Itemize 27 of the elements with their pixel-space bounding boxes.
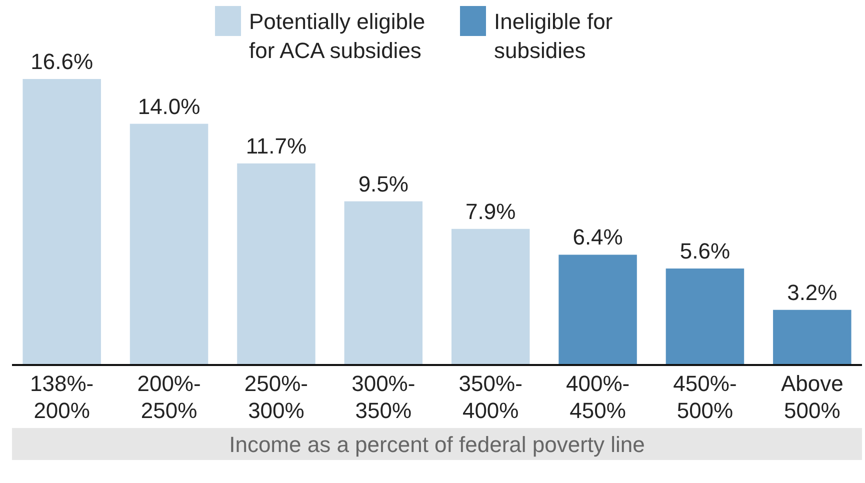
x-axis-title: Income as a percent of federal poverty line: [229, 432, 645, 457]
data-label: 7.9%: [466, 198, 516, 224]
legend-label: Ineligible for subsidies: [494, 9, 613, 63]
bar: [130, 124, 208, 365]
bar: [558, 254, 637, 365]
data-label: 6.4%: [572, 224, 623, 250]
data-label: 9.5%: [358, 171, 408, 196]
x-tick-label: 300%-350%: [352, 371, 416, 423]
x-tick-label: 450%-500%: [673, 371, 737, 423]
x-tick-label: 138%-200%: [30, 371, 94, 423]
data-label: 14.0%: [138, 94, 200, 119]
bar: [451, 228, 530, 365]
bar: [22, 79, 101, 365]
data-label: 16.6%: [30, 49, 94, 74]
x-tick-label: 200%-250%: [137, 371, 201, 423]
x-tick-label: 250%-300%: [244, 371, 308, 423]
bar: [666, 268, 744, 365]
bar: [773, 310, 852, 365]
bar: [344, 201, 423, 365]
data-label: 11.7%: [246, 133, 307, 158]
bar: [237, 163, 316, 365]
x-tick-label: Above 500%: [780, 371, 844, 423]
data-label: 5.6%: [680, 238, 730, 264]
x-tick-label: 400%-450%: [566, 371, 630, 423]
legend-label: Potentially eligible for ACA subsidies: [249, 9, 426, 63]
x-tick-label: 350%-400%: [458, 371, 522, 423]
data-label: 3.2%: [787, 280, 838, 305]
